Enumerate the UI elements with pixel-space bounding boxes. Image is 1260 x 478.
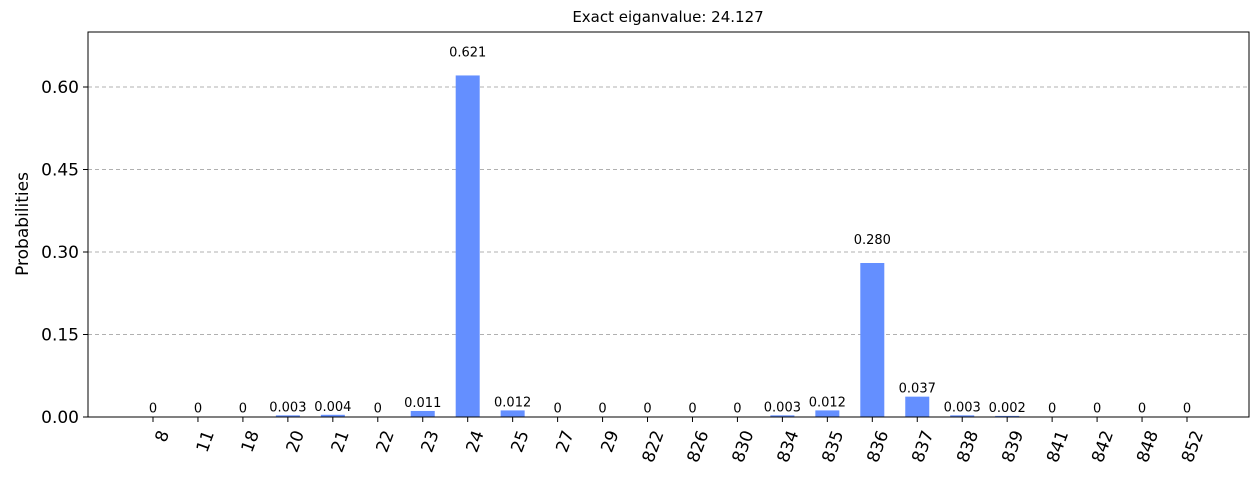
bars: [141, 75, 1199, 417]
data-label: 0: [688, 402, 696, 417]
x-tick-label: 23: [418, 428, 444, 455]
data-label: 0.003: [944, 400, 981, 415]
bar: [275, 415, 300, 417]
x-tick-label: 18: [238, 428, 264, 455]
bar: [950, 415, 975, 417]
y-axis-ticks: 0.00 0.15 0.30 0.45 0.60: [41, 78, 88, 428]
x-tick-label: 11: [193, 428, 219, 455]
data-label: 0.037: [899, 382, 936, 397]
x-tick-label: 852: [1178, 428, 1208, 465]
bar: [860, 263, 885, 417]
data-label: 0: [239, 402, 247, 417]
bar: [320, 414, 345, 417]
x-tick-label: 835: [818, 428, 848, 465]
x-tick-label: 834: [773, 428, 803, 465]
data-label: 0.003: [269, 400, 306, 415]
data-label: 0: [1183, 402, 1191, 417]
data-label: 0: [1138, 402, 1146, 417]
x-tick-label: 842: [1088, 428, 1118, 465]
x-tick-label: 21: [328, 428, 354, 455]
plot-frame: [87, 31, 1250, 418]
chart-title: Exact eiganvalue: 24.127: [572, 8, 763, 26]
data-label: 0.280: [854, 233, 891, 248]
data-label: 0: [553, 402, 561, 417]
data-label: 0: [643, 402, 651, 417]
data-label: 0: [149, 402, 157, 417]
data-label: 0: [1048, 402, 1056, 417]
bar: [455, 75, 480, 417]
y-tick-label: 0.60: [41, 78, 79, 98]
y-tick-label: 0.45: [41, 161, 79, 181]
x-tick-label: 826: [684, 428, 714, 465]
bar: [500, 410, 525, 417]
x-tick-label: 27: [552, 428, 578, 455]
data-label: 0.011: [404, 396, 441, 411]
x-axis-ticks: 8 11 18 20 21 22 23 24 25 27 29 822 826 830 834 835 836 8…: [151, 417, 1208, 465]
data-label: 0.012: [494, 395, 531, 410]
x-tick-label: 830: [729, 428, 759, 465]
y-tick-label: 0.30: [41, 243, 79, 263]
x-tick-label: 839: [998, 428, 1028, 465]
data-label: 0: [733, 402, 741, 417]
data-label: 0.012: [809, 395, 846, 410]
data-label: 0.003: [764, 400, 801, 415]
data-label: 0: [598, 402, 606, 417]
bar: [770, 415, 795, 417]
x-tick-label: 836: [863, 428, 893, 465]
data-label: 0: [1093, 402, 1101, 417]
x-tick-label: 822: [639, 428, 669, 465]
bar: [410, 410, 435, 417]
x-tick-label: 29: [597, 428, 623, 455]
x-tick-label: 24: [462, 428, 488, 455]
data-label: 0.002: [989, 401, 1026, 416]
x-tick-label: 841: [1043, 428, 1073, 465]
x-tick-label: 20: [283, 428, 309, 455]
data-label: 0.621: [449, 45, 486, 60]
data-label: 0: [194, 402, 202, 417]
data-labels: 0 0 0 0.003 0.004 0 0.011 0.621 0.012 0 0 0 0 0 0.003 0…: [149, 45, 1191, 416]
x-tick-label: 837: [908, 428, 938, 465]
x-tick-label: 848: [1133, 428, 1163, 465]
data-label: 0.004: [314, 400, 351, 415]
x-tick-label: 22: [373, 428, 399, 455]
bar: [995, 415, 1020, 417]
data-label: 0: [374, 402, 382, 417]
y-axis-label: Probabilities: [13, 172, 33, 276]
x-tick-label: 838: [953, 428, 983, 465]
y-tick-label: 0.15: [41, 326, 79, 346]
bar: [815, 410, 840, 417]
y-tick-label: 0.00: [41, 408, 79, 428]
x-tick-label: 8: [151, 428, 173, 445]
bar: [905, 396, 930, 417]
x-tick-label: 25: [507, 428, 533, 455]
grid-lines: [88, 86, 1249, 335]
